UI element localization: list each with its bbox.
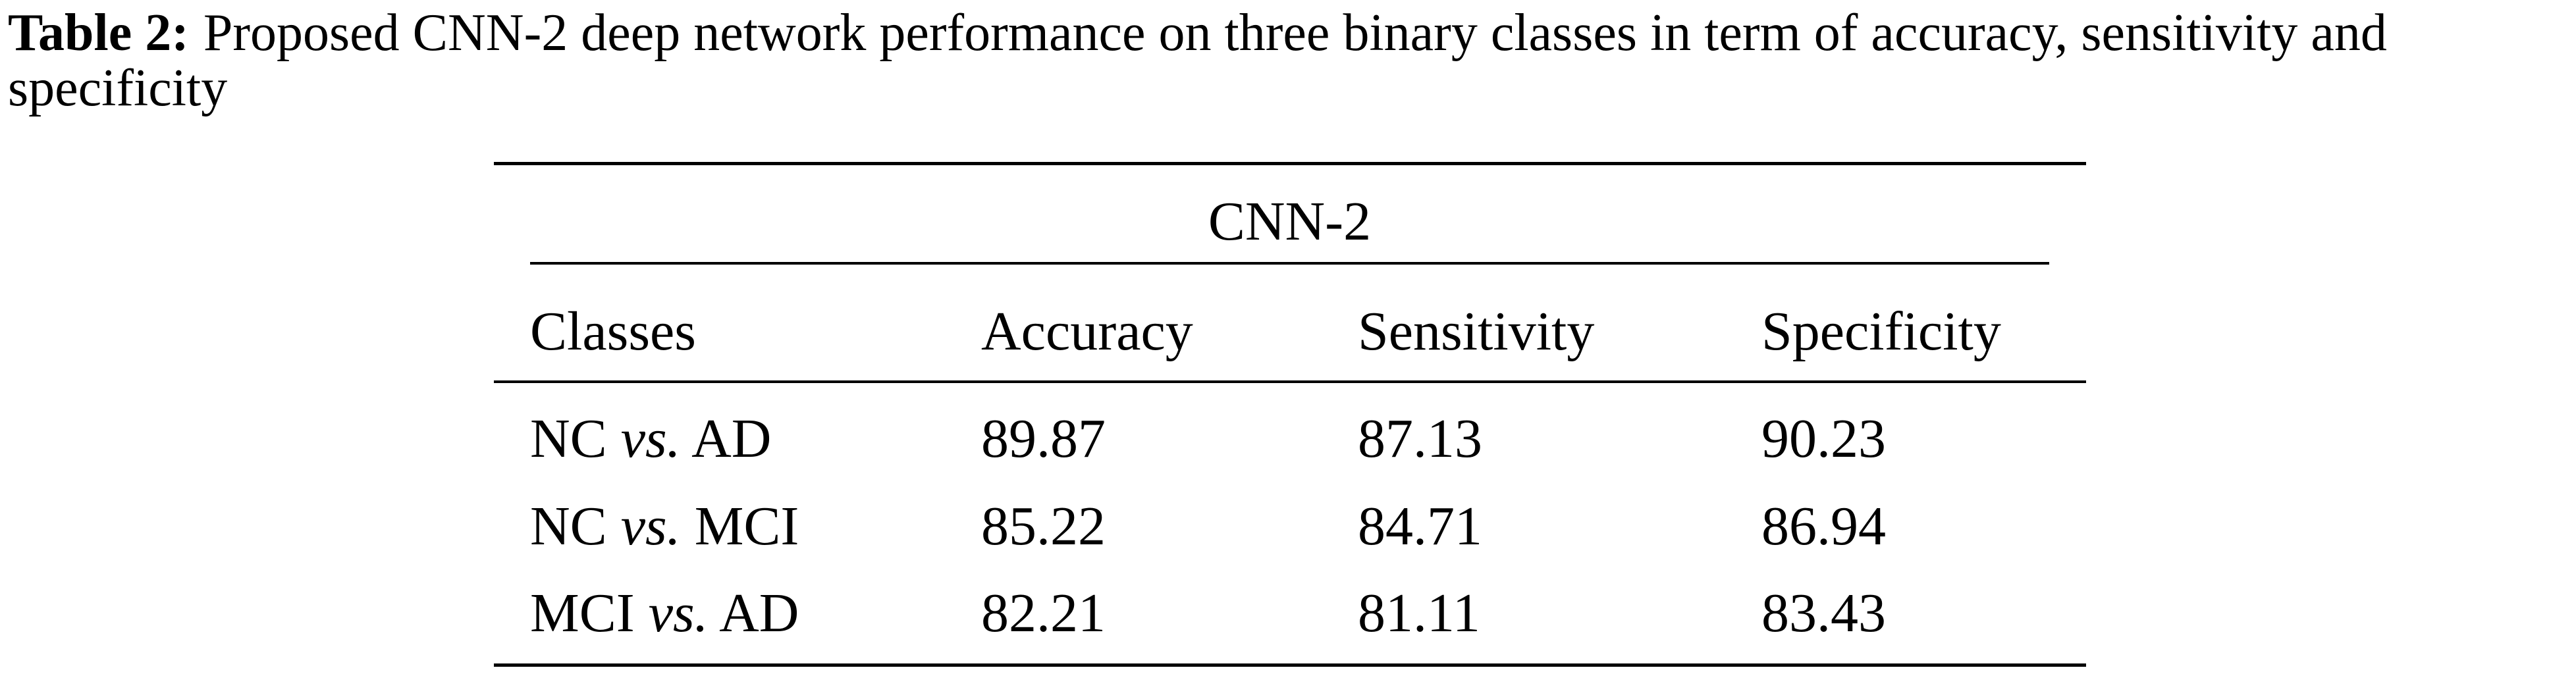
value-cell: 84.71 — [1358, 496, 1482, 557]
column-header: Accuracy — [981, 301, 1193, 362]
caption-text: Proposed CNN-2 deep network performance … — [8, 4, 2387, 117]
value-cell: 90.23 — [1761, 408, 1886, 469]
row-label: NC vs. MCI — [530, 499, 799, 554]
value-cell: 81.11 — [1358, 583, 1480, 644]
value-cell: 87.13 — [1358, 408, 1482, 469]
top-rule — [494, 162, 2086, 165]
header-rule — [494, 380, 2086, 383]
class-name: MCI — [530, 583, 635, 644]
column-header: Sensitivity — [1358, 301, 1595, 362]
bottom-rule — [494, 663, 2086, 667]
group-header: CNN-2 — [1208, 191, 1372, 252]
class-name: MCI — [694, 496, 799, 557]
vs-italic: vs. — [620, 408, 681, 469]
vs-italic: vs. — [648, 583, 709, 644]
value-cell: 86.94 — [1761, 496, 1886, 557]
class-name: NC — [530, 496, 607, 557]
vs-italic: vs. — [620, 496, 681, 557]
value-cell: 83.43 — [1761, 583, 1886, 644]
class-name: AD — [719, 583, 799, 644]
caption-label: Table 2: — [8, 4, 189, 62]
column-header: Classes — [530, 301, 696, 362]
caption: Table 2: Proposed CNN-2 deep network perf… — [8, 5, 2573, 116]
group-rule — [530, 262, 2049, 265]
value-cell: 85.22 — [981, 496, 1106, 557]
row-label: NC vs. AD — [530, 411, 771, 467]
row-label: MCI vs. AD — [530, 586, 799, 641]
class-name: AD — [691, 408, 772, 469]
class-name: NC — [530, 408, 607, 469]
value-cell: 82.21 — [981, 583, 1106, 644]
column-header: Specificity — [1761, 301, 2001, 362]
value-cell: 89.87 — [981, 408, 1106, 469]
